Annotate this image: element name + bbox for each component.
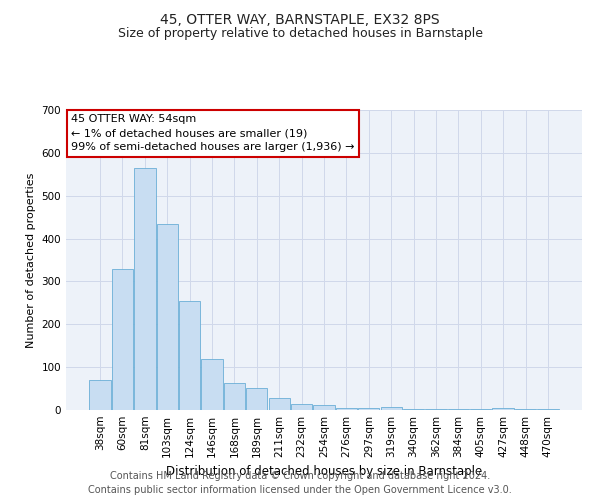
Bar (358, 408, 379, 410)
Text: 45 OTTER WAY: 54sqm
← 1% of detached houses are smaller (19)
99% of semi-detache: 45 OTTER WAY: 54sqm ← 1% of detached hou… (71, 114, 355, 152)
Bar (246, 388, 268, 410)
Bar (202, 358, 223, 410)
Bar (157, 224, 178, 410)
Bar (313, 405, 335, 410)
Bar (179, 300, 200, 410)
Bar (493, 408, 514, 410)
Bar (291, 404, 312, 410)
Text: Contains HM Land Registry data © Crown copyright and database right 2024.
Contai: Contains HM Land Registry data © Crown c… (88, 471, 512, 495)
Bar (403, 408, 424, 410)
Bar (380, 408, 402, 410)
Bar (336, 408, 357, 410)
Bar (112, 268, 133, 410)
Bar (224, 383, 245, 410)
Text: 45, OTTER WAY, BARNSTAPLE, EX32 8PS: 45, OTTER WAY, BARNSTAPLE, EX32 8PS (160, 12, 440, 26)
Bar (89, 380, 111, 410)
Y-axis label: Number of detached properties: Number of detached properties (26, 172, 36, 348)
Bar (537, 409, 559, 410)
Bar (515, 409, 536, 410)
Bar (425, 408, 446, 410)
X-axis label: Distribution of detached houses by size in Barnstaple: Distribution of detached houses by size … (166, 466, 482, 478)
Bar (470, 409, 491, 410)
Text: Size of property relative to detached houses in Barnstaple: Size of property relative to detached ho… (118, 28, 482, 40)
Bar (134, 168, 155, 410)
Bar (448, 408, 469, 410)
Bar (269, 398, 290, 410)
